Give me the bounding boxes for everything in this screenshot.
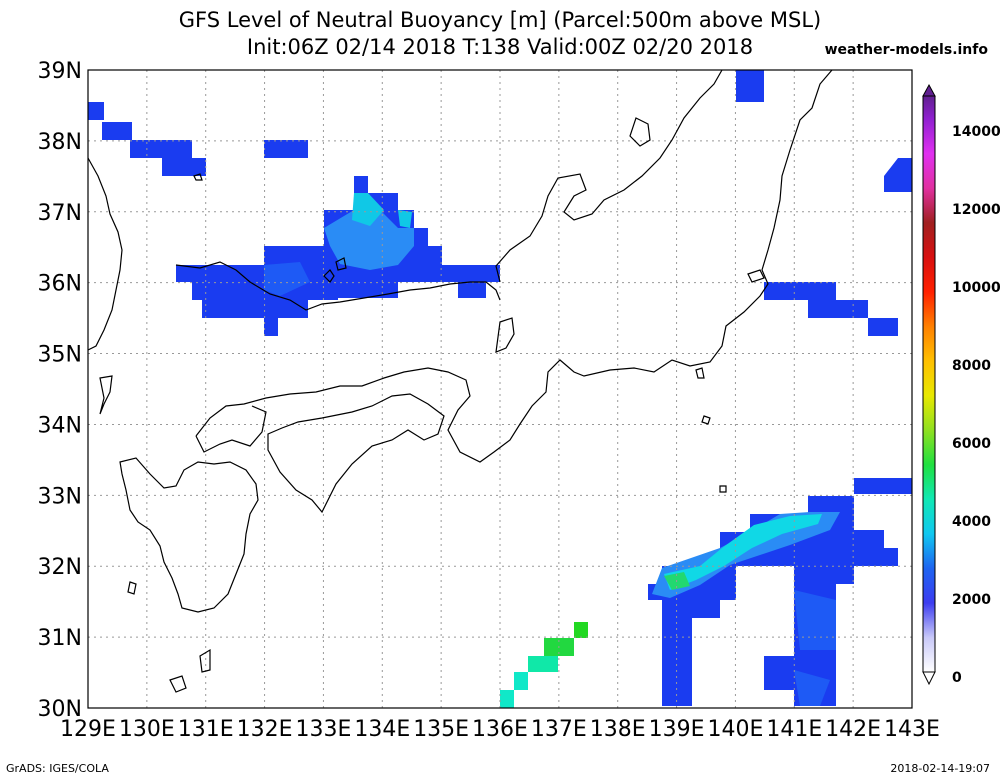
- longitude-label: 140E: [707, 717, 763, 742]
- colorbar-top-arrow: [922, 83, 936, 97]
- colorbar-label: 10000: [952, 280, 1000, 296]
- colorbar-label: 2000: [952, 592, 991, 608]
- colorbar-label: 6000: [952, 436, 991, 452]
- longitude-label: 130E: [119, 717, 175, 742]
- longitude-label: 142E: [825, 717, 881, 742]
- site-label: weather-models.info: [824, 42, 988, 58]
- longitude-label: 139E: [649, 717, 705, 742]
- colorbar-label: 4000: [952, 514, 991, 530]
- coastlines: [87, 69, 833, 693]
- longitude-label: 131E: [178, 717, 234, 742]
- title-line-2: Init:06Z 02/14 2018 T:138 Valid:00Z 02/2…: [246, 35, 754, 59]
- longitude-labels: 129E 130E 131E 132E 133E 134E 135E 136E 137E 138E…: [60, 717, 940, 742]
- latitude-label: 35N: [38, 343, 82, 368]
- latitude-label: 36N: [38, 272, 82, 297]
- longitude-label: 129E: [60, 717, 116, 742]
- gridlines: [88, 70, 912, 708]
- latitude-label: 34N: [38, 413, 82, 438]
- footer-timestamp: 2018-02-14-19:07: [890, 762, 990, 775]
- colorbar-bottom-arrow: [922, 671, 936, 686]
- title-line-1: GFS Level of Neutral Buoyancy [m] (Parce…: [178, 8, 822, 32]
- latitude-labels: 30N 31N 32N 33N 34N 35N 36N 37N 38N 39N: [38, 59, 82, 722]
- latitude-label: 32N: [38, 555, 82, 580]
- longitude-label: 134E: [354, 717, 410, 742]
- latitude-label: 37N: [38, 201, 82, 226]
- longitude-label: 135E: [413, 717, 469, 742]
- latitude-label: 38N: [38, 130, 82, 155]
- longitude-label: 132E: [237, 717, 293, 742]
- colorbar-label: 8000: [952, 358, 991, 374]
- colorbar-scale: [922, 95, 936, 673]
- longitude-label: 138E: [590, 717, 646, 742]
- longitude-label: 143E: [884, 717, 940, 742]
- footer-credit: GrADS: IGES/COLA: [6, 762, 109, 775]
- colorbar-label: 0: [952, 670, 962, 686]
- map-frame: [87, 69, 913, 709]
- longitude-label: 141E: [766, 717, 822, 742]
- latitude-label: 31N: [38, 626, 82, 651]
- buoyancy-field: [88, 70, 912, 708]
- latitude-label: 39N: [38, 59, 82, 84]
- longitude-label: 133E: [295, 717, 351, 742]
- colorbar-labels: 0 2000 4000 6000 8000 10000 12000 14000: [952, 124, 1000, 686]
- latitude-label: 30N: [38, 697, 82, 722]
- longitude-label: 137E: [531, 717, 587, 742]
- colorbar-label: 14000: [952, 124, 1000, 140]
- latitude-label: 33N: [38, 484, 82, 509]
- longitude-label: 136E: [472, 717, 528, 742]
- colorbar-label: 12000: [952, 202, 1000, 218]
